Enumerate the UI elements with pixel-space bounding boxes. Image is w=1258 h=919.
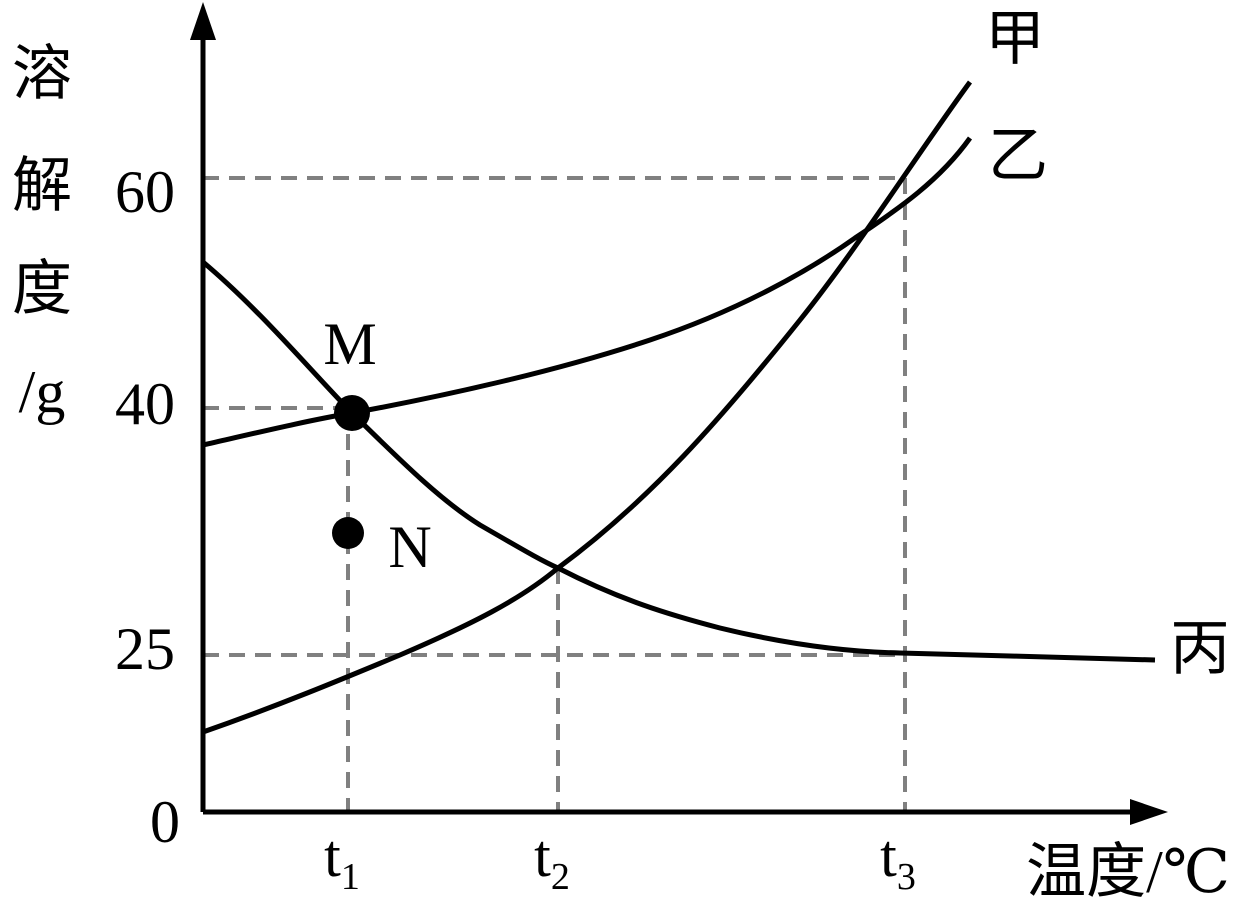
- axes: [200, 20, 1150, 815]
- x-axis-label: 温度/℃: [1026, 839, 1230, 905]
- tick-base: t: [880, 823, 897, 889]
- y-axis-label: 溶: [12, 41, 72, 107]
- y-axis-label: /g: [19, 359, 66, 425]
- tick-sub: 1: [341, 856, 360, 898]
- curve-label: 乙: [988, 123, 1048, 189]
- x-tick-label: t1: [324, 823, 360, 898]
- y-axis-label: 度: [12, 256, 72, 322]
- y-tick-label: 25: [115, 616, 175, 682]
- point-label: N: [388, 514, 431, 580]
- curve-label: 甲: [985, 6, 1045, 72]
- x-tick-label: t3: [880, 823, 916, 898]
- origin-label: 0: [150, 789, 180, 855]
- curve-label: 丙: [1170, 616, 1230, 682]
- x-arrow: [1130, 799, 1168, 825]
- point-label: M: [323, 311, 376, 377]
- y-tick-label: 40: [115, 371, 175, 437]
- tick-base: t: [324, 823, 341, 889]
- x-tick-label: t2: [534, 823, 570, 898]
- point-m: [334, 395, 370, 431]
- tick-base: t: [534, 823, 551, 889]
- y-tick-label: 60: [115, 159, 175, 225]
- tick-sub: 3: [897, 856, 916, 898]
- curve-yi: [202, 136, 973, 448]
- guide-lines: [203, 176, 907, 812]
- y-arrow: [190, 2, 216, 40]
- y-axis-label: 解: [12, 153, 72, 219]
- tick-sub: 2: [551, 856, 570, 898]
- point-n: [332, 517, 364, 549]
